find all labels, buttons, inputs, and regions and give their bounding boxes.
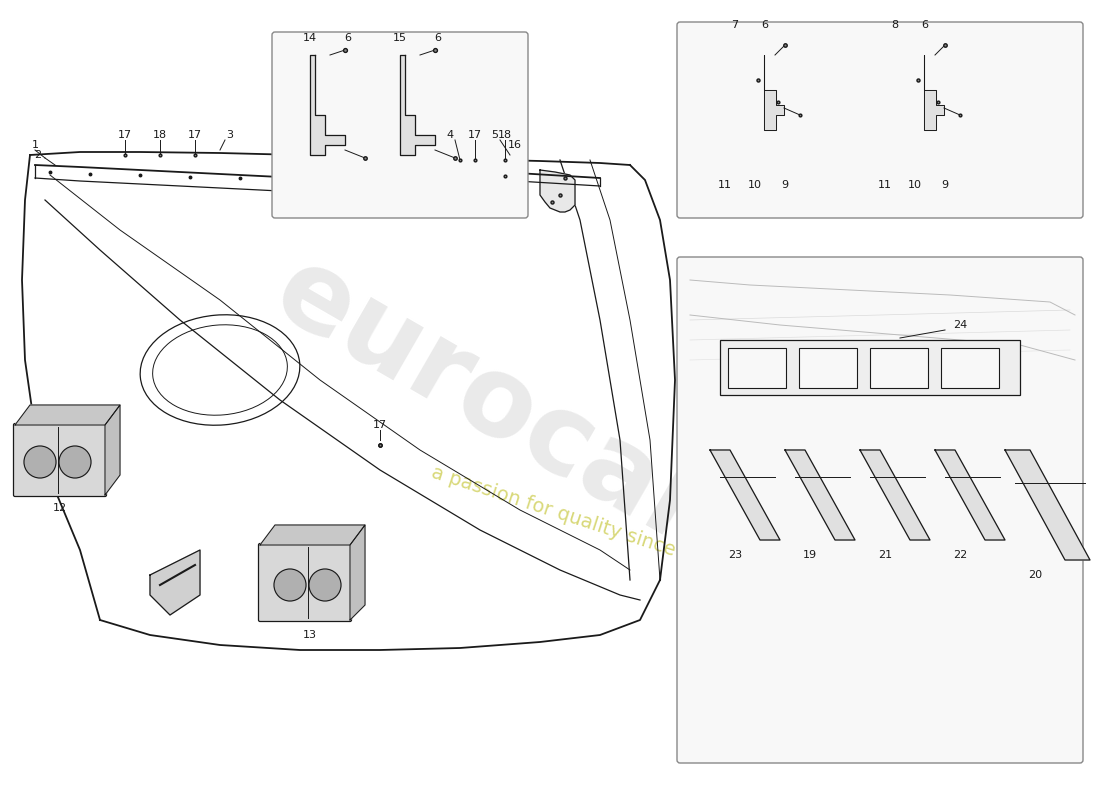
Text: 12: 12 bbox=[53, 503, 67, 513]
Circle shape bbox=[24, 446, 56, 478]
Polygon shape bbox=[785, 450, 855, 540]
Polygon shape bbox=[260, 525, 365, 545]
Text: 24: 24 bbox=[953, 320, 967, 330]
Polygon shape bbox=[400, 55, 434, 155]
Text: 18: 18 bbox=[498, 130, 513, 140]
Text: 9: 9 bbox=[781, 180, 789, 190]
Polygon shape bbox=[924, 55, 944, 130]
Polygon shape bbox=[150, 550, 200, 615]
Polygon shape bbox=[764, 55, 784, 130]
Polygon shape bbox=[540, 170, 575, 212]
FancyBboxPatch shape bbox=[13, 423, 107, 497]
Polygon shape bbox=[104, 405, 120, 495]
Polygon shape bbox=[310, 55, 345, 155]
Circle shape bbox=[59, 446, 91, 478]
Text: 21: 21 bbox=[878, 550, 892, 560]
Text: 3: 3 bbox=[227, 130, 233, 140]
FancyBboxPatch shape bbox=[258, 543, 352, 622]
Text: 8: 8 bbox=[891, 20, 899, 30]
FancyBboxPatch shape bbox=[272, 32, 528, 218]
Text: 13: 13 bbox=[302, 630, 317, 640]
Text: 15: 15 bbox=[393, 33, 407, 43]
Bar bbox=[728, 348, 786, 388]
Polygon shape bbox=[15, 405, 120, 425]
Text: 17: 17 bbox=[188, 130, 202, 140]
Text: 10: 10 bbox=[908, 180, 922, 190]
Text: 17: 17 bbox=[373, 420, 387, 430]
Circle shape bbox=[309, 569, 341, 601]
Text: 17: 17 bbox=[118, 130, 132, 140]
Text: 22: 22 bbox=[953, 550, 967, 560]
Text: 20: 20 bbox=[1027, 570, 1042, 580]
Text: 6: 6 bbox=[344, 33, 352, 43]
Polygon shape bbox=[935, 450, 1005, 540]
Text: 9: 9 bbox=[942, 180, 948, 190]
Text: 5: 5 bbox=[492, 130, 498, 140]
Circle shape bbox=[274, 569, 306, 601]
Bar bbox=[799, 348, 857, 388]
Text: eurocars: eurocars bbox=[256, 237, 784, 603]
Polygon shape bbox=[1005, 450, 1090, 560]
Polygon shape bbox=[710, 450, 780, 540]
Bar bbox=[940, 348, 999, 388]
Text: 10: 10 bbox=[748, 180, 762, 190]
Bar bbox=[870, 348, 928, 388]
Text: 17: 17 bbox=[468, 130, 482, 140]
Polygon shape bbox=[860, 450, 930, 540]
Text: 19: 19 bbox=[803, 550, 817, 560]
Text: 11: 11 bbox=[718, 180, 732, 190]
Text: 23: 23 bbox=[728, 550, 743, 560]
Text: 6: 6 bbox=[434, 33, 441, 43]
Text: 14: 14 bbox=[302, 33, 317, 43]
Text: 6: 6 bbox=[761, 20, 769, 30]
FancyBboxPatch shape bbox=[676, 257, 1084, 763]
Polygon shape bbox=[350, 525, 365, 620]
Text: 11: 11 bbox=[878, 180, 892, 190]
Text: 2: 2 bbox=[34, 150, 42, 160]
Text: 1: 1 bbox=[32, 140, 39, 150]
Text: 4: 4 bbox=[447, 130, 453, 140]
Text: 6: 6 bbox=[922, 20, 928, 30]
Text: 7: 7 bbox=[732, 20, 738, 30]
Bar bbox=[720, 340, 1020, 395]
Text: a passion for quality since 1985: a passion for quality since 1985 bbox=[429, 463, 732, 577]
Text: 18: 18 bbox=[153, 130, 167, 140]
FancyBboxPatch shape bbox=[676, 22, 1084, 218]
Text: 16: 16 bbox=[508, 140, 522, 150]
